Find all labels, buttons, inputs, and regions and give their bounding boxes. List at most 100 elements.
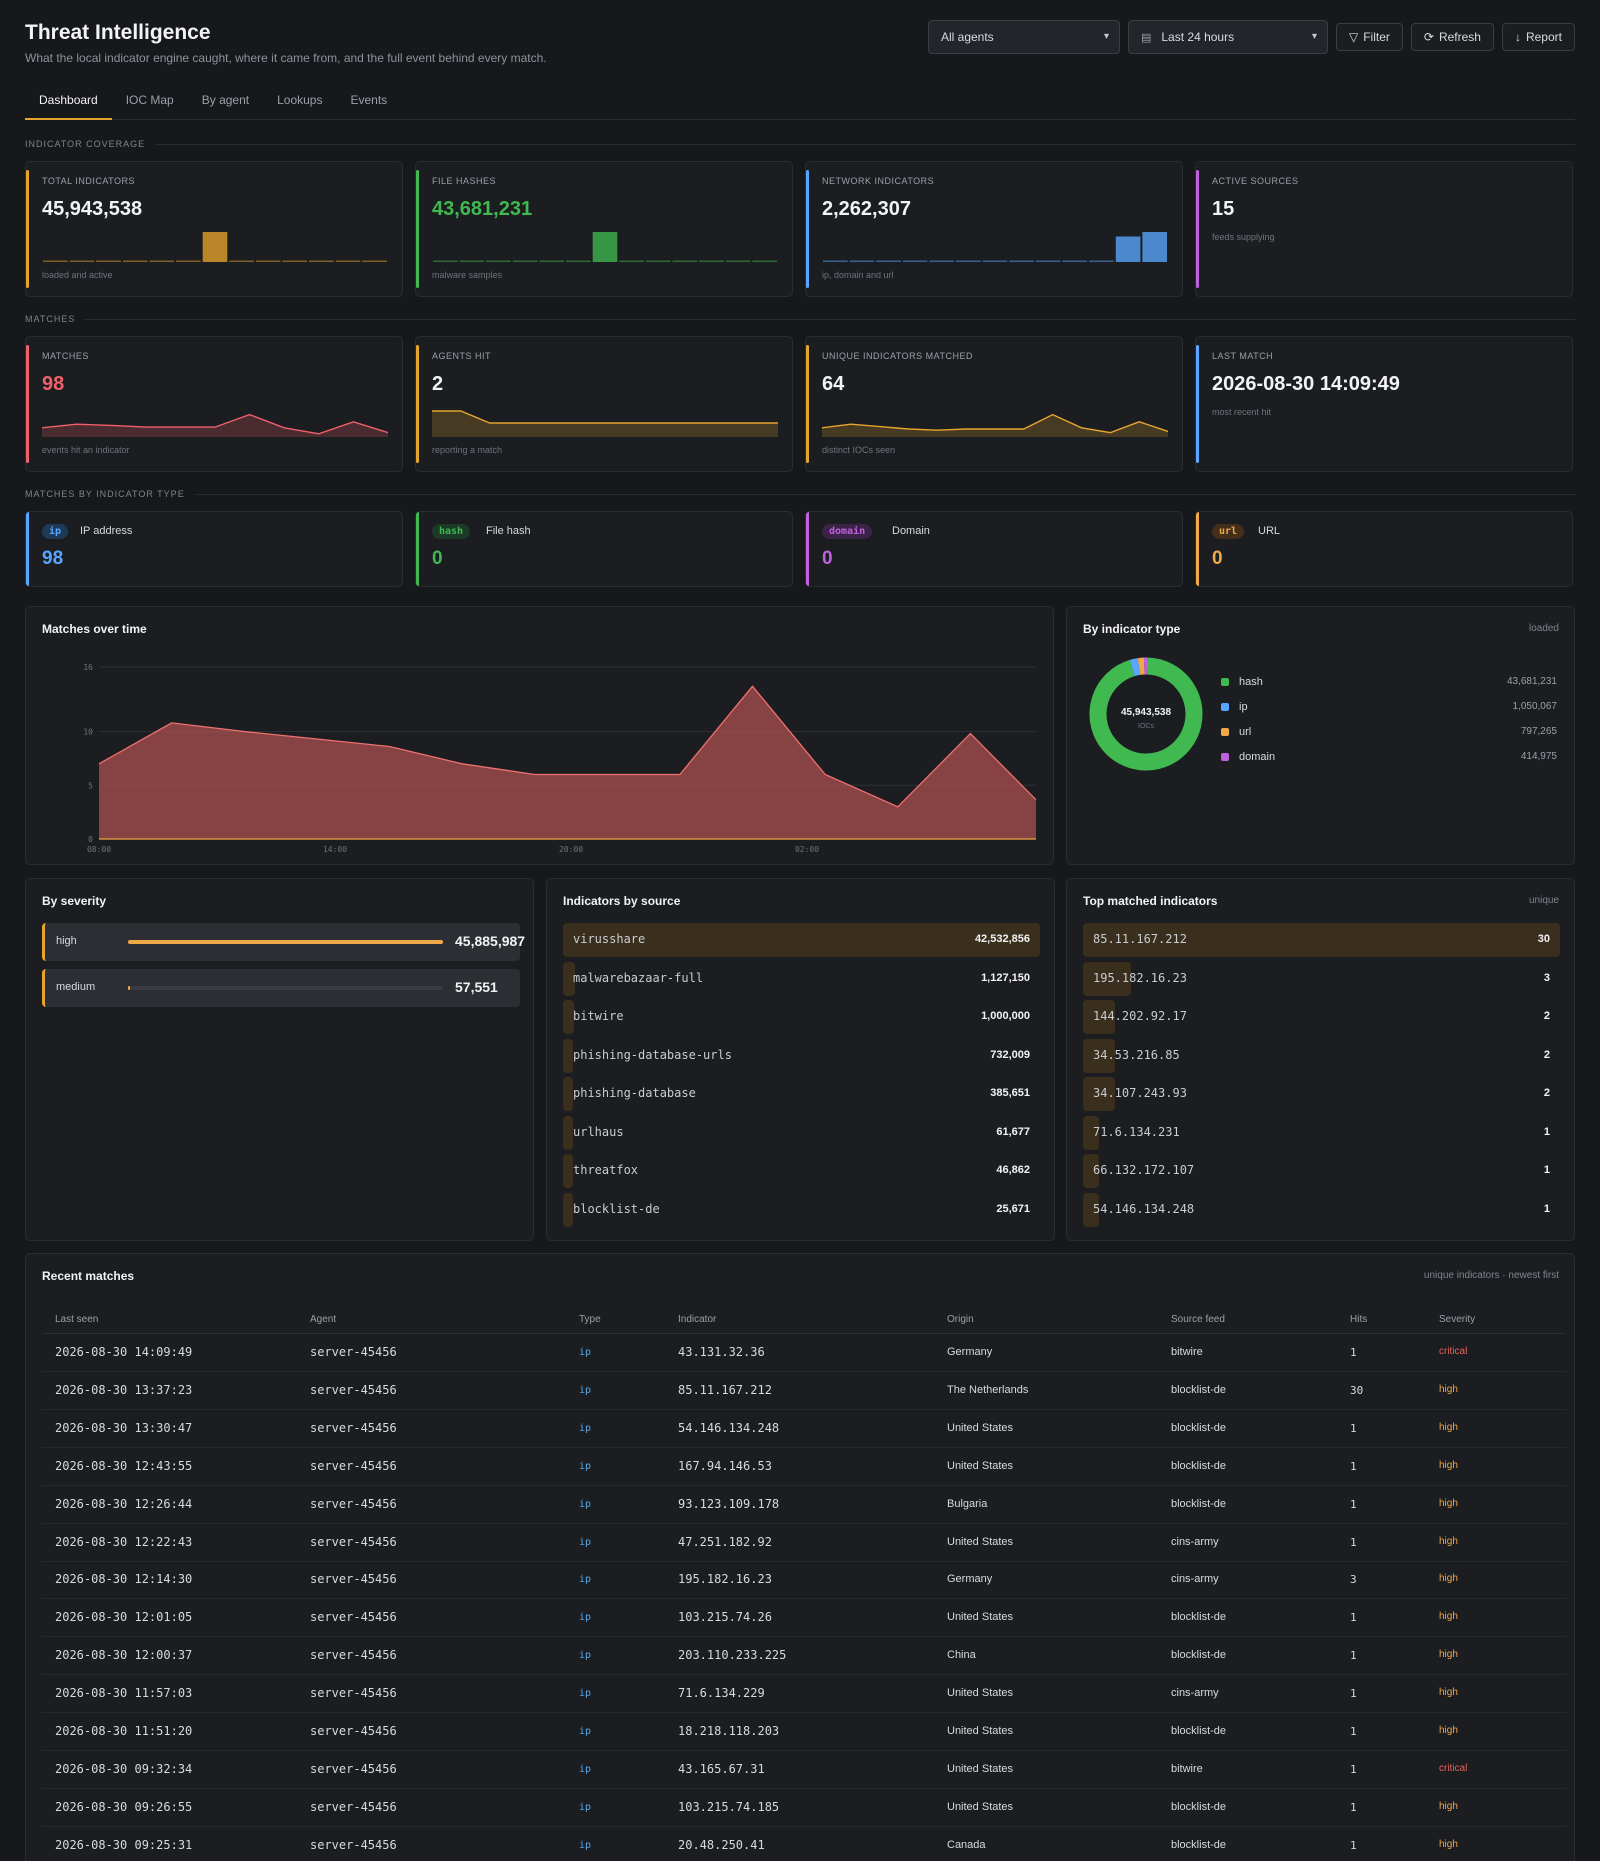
refresh-button[interactable]: ⟳ Refresh <box>1410 23 1494 51</box>
tab-lookups[interactable]: Lookups <box>277 93 323 107</box>
source-row[interactable]: urlhaus 61,677 <box>563 1115 1040 1150</box>
spark-bar <box>69 260 95 262</box>
indicator-type-card[interactable]: url URL 0 <box>1195 511 1573 587</box>
row-name: bitwire <box>573 1009 624 1023</box>
cell-severity: high <box>1439 1535 1458 1547</box>
y-tick-label: 0 <box>88 835 93 844</box>
top-indicator-row[interactable]: 71.6.134.231 1 <box>1083 1115 1560 1150</box>
spark-bar <box>176 260 201 262</box>
type-count: 0 <box>822 548 833 569</box>
top-indicator-row[interactable]: 54.146.134.248 1 <box>1083 1192 1560 1227</box>
severity-row-high[interactable]: high 45,885,987 <box>42 923 525 961</box>
col-hits[interactable]: Hits <box>1350 1314 1368 1325</box>
card-accent <box>416 345 419 463</box>
source-row[interactable]: phishing-database 385,651 <box>563 1077 1040 1111</box>
tab-by-agent[interactable]: By agent <box>201 93 250 107</box>
time-range-select[interactable]: ▤ Last 24 hours ▾ <box>1127 20 1328 54</box>
indicator-type-card[interactable]: hash File hash 0 <box>415 511 793 587</box>
x-tick-label: 08:00 <box>87 845 111 853</box>
table-row[interactable]: 2026-08-30 13:30:47 server-45456 ip 54.146.… <box>42 1410 1566 1448</box>
table-row[interactable]: 2026-08-30 12:14:30 server-45456 ip 195.182… <box>42 1561 1566 1600</box>
table-row[interactable]: 2026-08-30 09:26:55 server-45456 ip 103.215… <box>42 1789 1566 1827</box>
spark-bar <box>433 260 458 262</box>
cell-agent: server-45456 <box>310 1534 397 1549</box>
table-row[interactable]: 2026-08-30 09:25:31 server-45456 ip 20.48.2… <box>42 1827 1566 1861</box>
filter-button[interactable]: ▽ Filter <box>1335 23 1403 51</box>
row-bar <box>1083 1115 1099 1150</box>
tab-ioc-map[interactable]: IOC Map <box>125 93 174 107</box>
row-name: urlhaus <box>573 1124 624 1139</box>
spark-bar <box>486 260 511 262</box>
agent-select[interactable]: All agents ▾ <box>927 20 1120 54</box>
spark-bar <box>539 260 565 262</box>
table-row[interactable]: 2026-08-30 12:00:37 server-45456 ip 203.110… <box>42 1637 1566 1676</box>
table-row[interactable]: 2026-08-30 13:37:23 server-45456 ip 85.11.1… <box>42 1372 1566 1410</box>
top-indicator-row[interactable]: 85.11.167.212 30 <box>1083 923 1560 957</box>
top-matched-title: Top matched indicators <box>1083 894 1218 908</box>
row-value: 1 <box>1543 1202 1550 1215</box>
legend-label: url <box>1239 725 1252 738</box>
top-indicator-row[interactable]: 144.202.92.17 2 <box>1083 1000 1560 1034</box>
cell-last-seen: 2026-08-30 14:09:49 <box>55 1345 193 1359</box>
top-indicator-row[interactable]: 195.182.16.23 3 <box>1083 961 1560 996</box>
table-row[interactable]: 2026-08-30 11:51:20 server-45456 ip 18.218.… <box>42 1713 1566 1751</box>
table-row[interactable]: 2026-08-30 12:01:05 server-45456 ip 103.215… <box>42 1599 1566 1638</box>
col-agent[interactable]: Agent <box>310 1314 337 1325</box>
spark-bar <box>699 260 724 262</box>
page-header: Threat Intelligence What the local indic… <box>25 20 1575 70</box>
spark-bar <box>902 260 928 262</box>
report-button[interactable]: ↓ Report <box>1501 23 1575 51</box>
match-card: LAST MATCH 2026-08-30 14:09:49 most recent… <box>1195 336 1573 472</box>
match-card: MATCHES 98 events hit an indicator <box>25 336 403 472</box>
spark-bar <box>566 260 591 262</box>
tab-dashboard[interactable]: Dashboard <box>25 90 112 120</box>
cell-agent: server-45456 <box>310 1572 397 1587</box>
indicator-type-card[interactable]: ip IP address 98 <box>25 511 403 587</box>
type-name: Domain <box>892 525 930 537</box>
row-value: 25,671 <box>996 1202 1030 1215</box>
header-controls: All agents ▾ ▤ Last 24 hours ▾ ▽ Filter … <box>927 20 1575 54</box>
cell-type: ip <box>579 1422 592 1434</box>
source-row[interactable]: threatfox 46,862 <box>563 1154 1040 1188</box>
source-row[interactable]: phishing-database-urls 732,009 <box>563 1038 1040 1073</box>
cell-type: ip <box>579 1574 592 1586</box>
col-indicator[interactable]: Indicator <box>678 1314 717 1325</box>
cell-agent: server-45456 <box>310 1648 397 1663</box>
spark-bar <box>672 260 698 262</box>
source-row[interactable]: virusshare 42,532,856 <box>563 923 1040 957</box>
indicator-type-card[interactable]: domain Domain 0 <box>805 511 1183 587</box>
top-indicator-row[interactable]: 66.132.172.107 1 <box>1083 1154 1560 1188</box>
cell-source-feed: blocklist-de <box>1171 1611 1227 1624</box>
type-count: 0 <box>1212 548 1223 569</box>
col-severity[interactable]: Severity <box>1439 1314 1476 1325</box>
table-row[interactable]: 2026-08-30 12:26:44 server-45456 ip 93.123.… <box>42 1486 1566 1524</box>
page-title: Threat Intelligence <box>25 21 211 44</box>
col-type[interactable]: Type <box>579 1314 601 1325</box>
top-indicator-row[interactable]: 34.53.216.85 2 <box>1083 1038 1560 1073</box>
table-row[interactable]: 2026-08-30 09:32:34 server-45456 ip 43.165.… <box>42 1751 1566 1789</box>
cell-last-seen: 2026-08-30 12:22:43 <box>55 1534 193 1549</box>
sources-panel: Indicators by source virusshare 42,532,85… <box>546 878 1055 1241</box>
source-row[interactable]: blocklist-de 25,671 <box>563 1192 1040 1227</box>
table-row[interactable]: 2026-08-30 12:22:43 server-45456 ip 47.251.… <box>42 1524 1566 1562</box>
table-row[interactable]: 2026-08-30 12:43:55 server-45456 ip 167.94.… <box>42 1448 1566 1486</box>
source-row[interactable]: bitwire 1,000,000 <box>563 1000 1040 1034</box>
tab-events[interactable]: Events <box>350 93 388 107</box>
col-last-seen[interactable]: Last seen <box>55 1314 99 1325</box>
top-indicator-row[interactable]: 34.107.243.93 2 <box>1083 1077 1560 1111</box>
cell-origin: United States <box>947 1611 1014 1624</box>
stat-label: UNIQUE INDICATORS MATCHED <box>822 351 974 361</box>
type-badge: domain <box>822 524 873 539</box>
spark-bar <box>255 260 281 262</box>
donut-slice-ip <box>1129 658 1141 677</box>
severity-track <box>128 940 443 944</box>
col-source-feed[interactable]: Source feed <box>1171 1314 1225 1325</box>
source-row[interactable]: malwarebazaar-full 1,127,150 <box>563 961 1040 996</box>
severity-row-medium[interactable]: medium 57,551 <box>42 969 520 1007</box>
table-row[interactable]: 2026-08-30 14:09:49 server-45456 ip 43.131.… <box>42 1334 1566 1372</box>
col-origin[interactable]: Origin <box>947 1314 974 1325</box>
table-row[interactable]: 2026-08-30 11:57:03 server-45456 ip 71.6.13… <box>42 1675 1566 1714</box>
cell-last-seen: 2026-08-30 13:30:47 <box>55 1420 193 1435</box>
tab-bar: Dashboard IOC Map By agent Lookups Event… <box>25 90 1575 120</box>
row-bar <box>1083 923 1560 957</box>
